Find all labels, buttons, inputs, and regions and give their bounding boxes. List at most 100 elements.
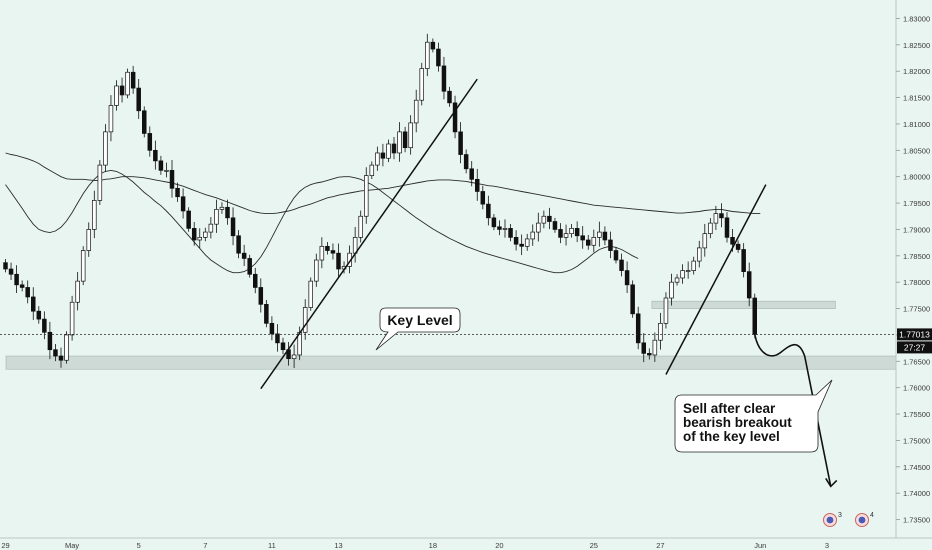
candle bbox=[208, 217, 214, 239]
candle-body-down bbox=[58, 355, 64, 361]
candle bbox=[3, 258, 8, 273]
candle-body-down bbox=[430, 41, 436, 50]
candle bbox=[480, 185, 486, 210]
ma-line-1 bbox=[5, 152, 761, 215]
candle bbox=[752, 293, 757, 339]
candle bbox=[580, 226, 585, 249]
candle bbox=[674, 274, 680, 286]
candle bbox=[691, 256, 696, 275]
candle bbox=[536, 212, 541, 242]
trendlines bbox=[260, 78, 767, 390]
price-tick-label: 1.81500 bbox=[903, 94, 930, 103]
candle bbox=[452, 95, 458, 139]
candle-body-up bbox=[319, 245, 325, 261]
candle-body-down bbox=[241, 252, 247, 259]
sell-note-callout: Sell after clear bearish breakout of the… bbox=[674, 379, 833, 453]
candle-body-down bbox=[641, 342, 646, 354]
candle bbox=[169, 159, 175, 198]
trendline-1[interactable] bbox=[260, 78, 478, 390]
candle bbox=[275, 324, 280, 352]
candle bbox=[375, 146, 380, 171]
candle bbox=[630, 280, 635, 318]
time-axis[interactable]: 29 May 5 7 11 13 18 20 25 27 Jun 3 bbox=[0, 537, 932, 550]
candle bbox=[247, 254, 252, 278]
trendline-2[interactable] bbox=[665, 184, 767, 375]
candle-body-down bbox=[247, 258, 252, 275]
candle-body-down bbox=[25, 287, 30, 298]
candle bbox=[558, 223, 563, 244]
candle-body-down bbox=[452, 102, 458, 133]
candle bbox=[497, 220, 502, 236]
time-tick-label: May bbox=[65, 541, 79, 550]
candle-body-down bbox=[264, 303, 269, 324]
candle bbox=[502, 219, 508, 238]
price-tick-label: 1.73500 bbox=[903, 516, 930, 525]
candle-body-up bbox=[302, 307, 308, 333]
event-marker[interactable]: 3 bbox=[823, 512, 843, 527]
candle-body-down bbox=[547, 215, 552, 222]
candle-body-up bbox=[125, 71, 130, 96]
candle-body-up bbox=[64, 334, 69, 361]
current-price-value: 1.77013 bbox=[899, 329, 930, 339]
time-tick-label: 13 bbox=[334, 541, 342, 550]
candle-body-down bbox=[475, 178, 480, 192]
candle bbox=[469, 161, 474, 187]
candle-body-down bbox=[236, 235, 241, 254]
candle bbox=[364, 167, 369, 224]
candle-body-up bbox=[713, 213, 719, 224]
candle bbox=[31, 287, 36, 320]
candle bbox=[314, 253, 319, 287]
candle-body-up bbox=[708, 222, 713, 235]
sell-note-line-2: bearish breakout bbox=[683, 415, 792, 430]
countdown-value: 27:27 bbox=[904, 342, 926, 352]
candle bbox=[58, 347, 64, 368]
candle-body-down bbox=[325, 245, 330, 251]
candle-body-up bbox=[502, 228, 508, 230]
candle-body-down bbox=[47, 331, 53, 351]
candle-body-down bbox=[175, 187, 180, 198]
candle-body-down bbox=[180, 196, 186, 212]
candle-body-up bbox=[563, 233, 569, 238]
candle bbox=[585, 234, 591, 250]
price-tick-label: 1.79000 bbox=[903, 225, 930, 234]
price-tick-label: 1.74000 bbox=[903, 489, 930, 498]
candle-body-down bbox=[741, 249, 746, 272]
flag-icon-center bbox=[826, 516, 834, 524]
candle bbox=[97, 160, 103, 205]
candle bbox=[441, 56, 447, 100]
candle-body-down bbox=[402, 131, 408, 149]
candle-body-down bbox=[552, 221, 558, 230]
candle-body-down bbox=[480, 191, 486, 205]
price-axis-background bbox=[896, 0, 932, 538]
candle-body-up bbox=[69, 301, 75, 336]
candle-body-up bbox=[691, 260, 696, 271]
forecast-arrow bbox=[753, 334, 838, 488]
candle-body-down bbox=[119, 85, 125, 96]
candle bbox=[491, 214, 497, 231]
candle bbox=[14, 265, 19, 293]
candle bbox=[36, 306, 42, 324]
time-tick-label: 7 bbox=[203, 541, 207, 550]
candle bbox=[591, 229, 597, 253]
sell-note-line-3: of the key level bbox=[683, 429, 780, 444]
price-axis[interactable]: 1.73500 1.74000 1.74500 1.75000 1.75500 1.760… bbox=[895, 0, 932, 538]
candle-body-up bbox=[86, 229, 91, 251]
candle-body-up bbox=[308, 280, 314, 308]
event-marker[interactable]: 4 bbox=[855, 512, 875, 527]
candle-body-down bbox=[458, 131, 463, 155]
candle-body-down bbox=[436, 48, 441, 67]
time-tick-label: 18 bbox=[429, 541, 437, 550]
event-markers[interactable]: 3 4 bbox=[823, 512, 875, 527]
candle bbox=[136, 79, 141, 119]
candle bbox=[547, 207, 552, 230]
candle-body-up bbox=[219, 206, 225, 210]
candle bbox=[103, 124, 108, 173]
candle bbox=[713, 205, 719, 231]
candle-body-down bbox=[153, 149, 158, 162]
candle-body-up bbox=[674, 277, 680, 283]
candle bbox=[358, 210, 363, 243]
candle bbox=[130, 65, 136, 94]
price-tick-label: 1.82000 bbox=[903, 67, 930, 76]
candle-body-down bbox=[336, 252, 341, 270]
candle-body-up bbox=[375, 152, 380, 166]
